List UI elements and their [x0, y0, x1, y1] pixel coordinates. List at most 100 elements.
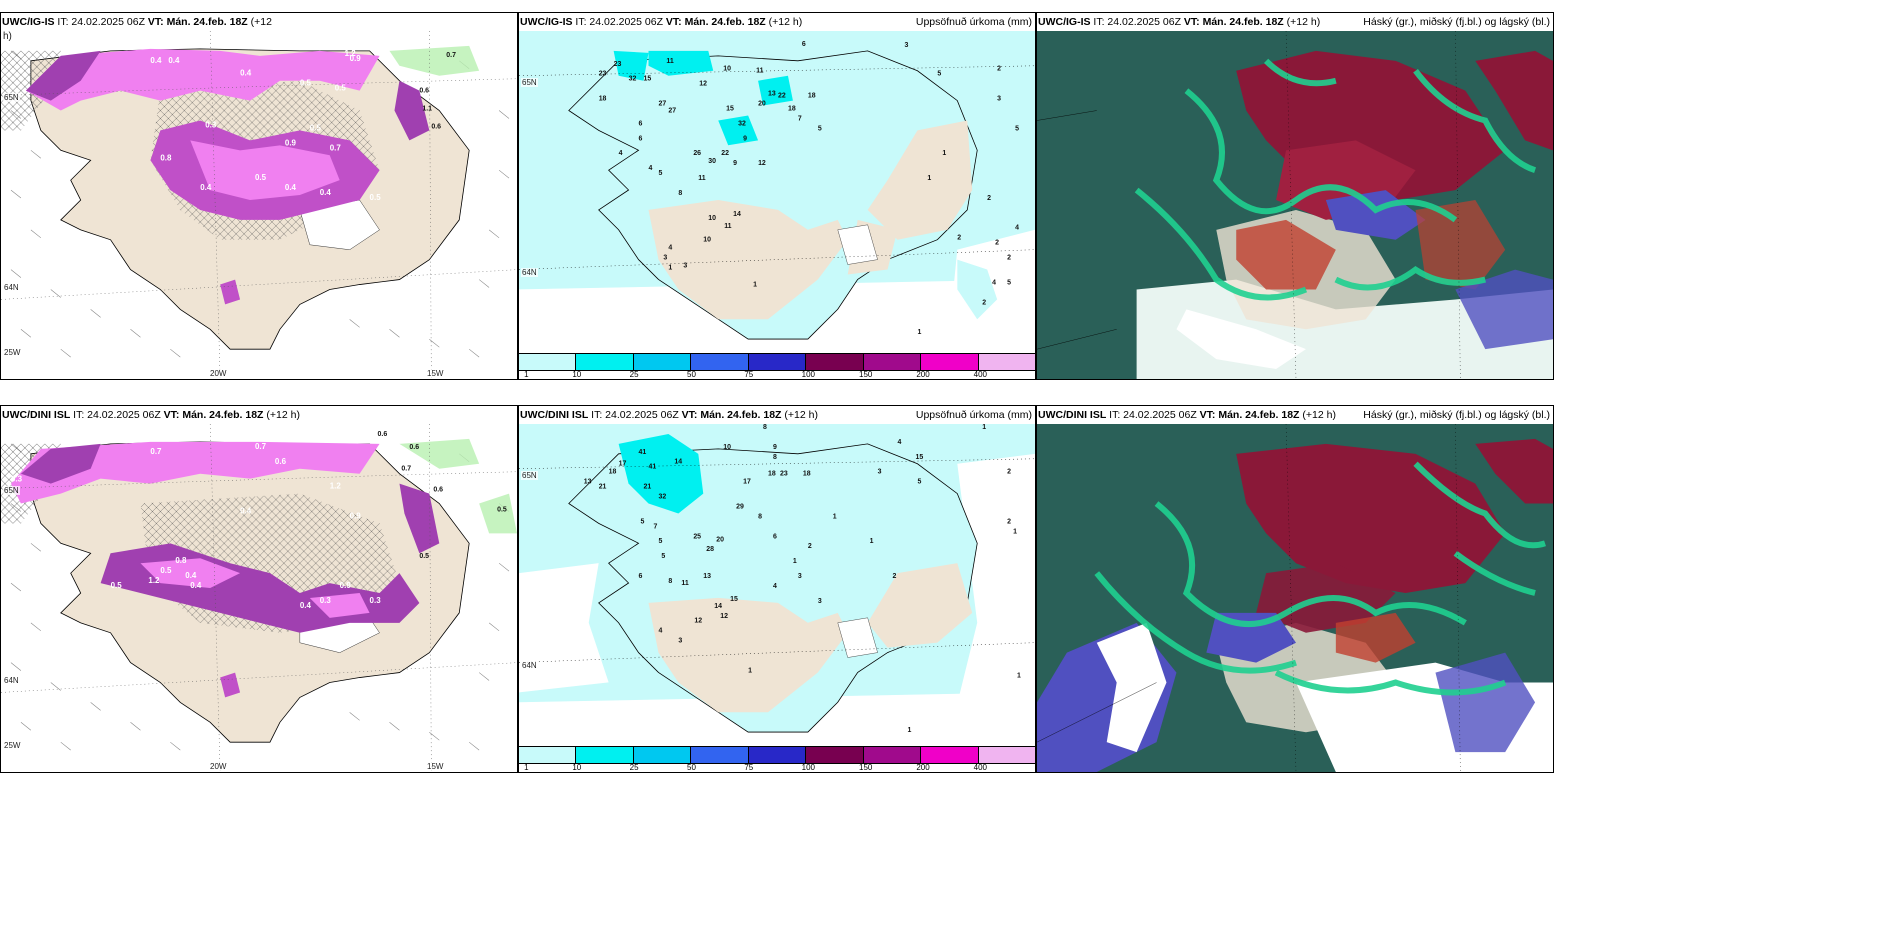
value-label: 4 — [773, 583, 777, 590]
value-label: 3 — [798, 573, 802, 580]
panel-header: UWC/IG-IS IT: 24.02.2025 06Z VT: Mán. 24… — [1037, 13, 1553, 31]
value-label: 11 — [724, 223, 731, 230]
value-label: 18 — [768, 471, 776, 478]
value-label: 6 — [639, 135, 643, 142]
value-label: 14 — [714, 603, 722, 610]
colorbar-swatch — [748, 747, 807, 763]
valid-time-label: VT: — [1199, 409, 1216, 421]
panel-header: UWC/IG-IS IT: 24.02.2025 06Z VT: Mán. 24… — [1, 13, 517, 31]
value-label: 0.7 — [401, 466, 411, 473]
lon-label: 15W — [426, 762, 445, 771]
lat-label: 65N — [521, 78, 538, 87]
colorbar-tick-label: 50 — [687, 370, 696, 379]
value-label: 17 — [619, 461, 627, 468]
colorbar-labels: 1 10 25 50 75 100 150 200 400 — [519, 763, 1035, 772]
colorbar-tick-label: 75 — [744, 370, 754, 379]
value-label: 13 — [768, 91, 776, 98]
value-label: 3 — [905, 42, 909, 49]
value-label: 0.4 — [240, 506, 252, 515]
value-label: 29 — [736, 503, 744, 510]
lead-time: (+12 h) — [1302, 409, 1336, 421]
value-label: 25 — [693, 533, 701, 540]
value-label: 12 — [694, 618, 702, 625]
lat-label: 65N — [521, 471, 538, 480]
model-name: UWC/IG-IS — [1038, 16, 1091, 28]
colorbar-swatch — [806, 354, 864, 370]
colorbar-swatch — [978, 747, 1035, 763]
value-label: 0.4 — [300, 601, 312, 610]
valid-time-label: VT: — [665, 16, 682, 28]
value-label: 12 — [758, 160, 766, 167]
value-label: 6 — [639, 120, 643, 127]
colorbar-swatch — [576, 354, 634, 370]
panel-top-left: UWC/IG-IS IT: 24.02.2025 06Z VT: Mán. 24… — [0, 12, 518, 380]
value-label: 0.9 — [340, 581, 352, 590]
value-label: 7 — [798, 115, 802, 122]
precip-colorbar: 1 10 25 50 75 100 150 200 400 — [519, 744, 1035, 772]
init-time: IT: 24.02.2025 06Z — [591, 409, 679, 421]
field-title: Háský (gr.), miðský (fj.bl.) og lágský (… — [1363, 16, 1550, 28]
model-name: UWC/IG-IS — [520, 16, 573, 28]
value-label: 14 — [674, 459, 682, 466]
value-label: 0.5 — [370, 193, 382, 202]
map-canvas: 10 8 9 8 41 17 41 14 21 32 13 21 18 17 1… — [519, 424, 1035, 744]
colorbar-tick-label: 50 — [687, 763, 696, 772]
colorbar-swatch — [806, 747, 864, 763]
value-label: 0.6 — [431, 123, 441, 130]
value-label: 5 — [661, 553, 665, 560]
colorbar-swatch — [863, 354, 922, 370]
value-label: 8 — [763, 424, 767, 431]
value-label: 2 — [1007, 518, 1011, 525]
value-label: 4 — [992, 279, 996, 286]
value-label: 22 — [778, 93, 786, 100]
value-label: 8 — [773, 454, 777, 461]
panel-header: UWC/DINI ISL IT: 24.02.2025 06Z VT: Mán.… — [519, 406, 1035, 424]
init-time: IT: 24.02.2025 06Z — [73, 409, 161, 421]
value-label: 2 — [982, 299, 986, 306]
value-label: 4 — [1015, 225, 1019, 232]
colorbar-tick-label: 25 — [629, 370, 639, 379]
value-label: 0.8 — [160, 153, 172, 162]
lat-label: 65N — [3, 486, 20, 495]
value-label: 0.7 — [330, 143, 342, 152]
value-label: 7 — [653, 523, 657, 530]
value-label: 3 — [997, 96, 1001, 103]
lead-time: (+12 h) — [1286, 16, 1321, 28]
value-label: 3 — [878, 469, 882, 476]
value-label: 20 — [758, 101, 766, 108]
lead-time: (+12 h) — [266, 409, 300, 421]
value-label: 1 — [917, 329, 921, 336]
value-label: 0.5 — [160, 566, 172, 575]
panel-bottom-middle: UWC/DINI ISL IT: 24.02.2025 06Z VT: Mán.… — [518, 405, 1036, 773]
value-label: 15 — [726, 106, 734, 113]
colorbar-tick-label: 400 — [973, 763, 988, 772]
value-label: 6 — [639, 573, 643, 580]
value-label: 9 — [743, 135, 747, 142]
value-label: 3 — [683, 263, 687, 270]
value-label: 5 — [1015, 125, 1019, 132]
value-label: 1 — [833, 513, 837, 520]
value-label: 2 — [995, 240, 999, 247]
value-label: 5 — [818, 125, 822, 132]
value-label: 0.6 — [409, 444, 419, 451]
value-label: 1 — [793, 558, 797, 565]
value-label: 0.3 — [370, 596, 382, 605]
colorbar-tick-label: 1 — [524, 370, 529, 379]
value-label: 0.4 — [240, 69, 252, 78]
lat-label: 64N — [3, 283, 20, 292]
value-label: 10 — [708, 215, 716, 222]
value-label: 12 — [720, 613, 728, 620]
value-label: 12 — [699, 81, 707, 88]
colorbar-swatch — [978, 354, 1035, 370]
panel-header: UWC/IG-IS IT: 24.02.2025 06Z VT: Mán. 24… — [519, 13, 1035, 31]
lon-label: 20W — [209, 762, 228, 771]
value-label: 32 — [658, 494, 666, 501]
colorbar-tick-label: 150 — [859, 370, 873, 379]
colorbar-tick-label: 10 — [572, 763, 582, 772]
init-time: IT: 24.02.2025 06Z — [1109, 409, 1197, 421]
value-label: 11 — [681, 580, 688, 587]
value-label: 4 — [648, 165, 652, 172]
value-label: 3 — [818, 598, 822, 605]
value-label: 1.2 — [148, 576, 160, 585]
value-label: 13 — [703, 573, 711, 580]
